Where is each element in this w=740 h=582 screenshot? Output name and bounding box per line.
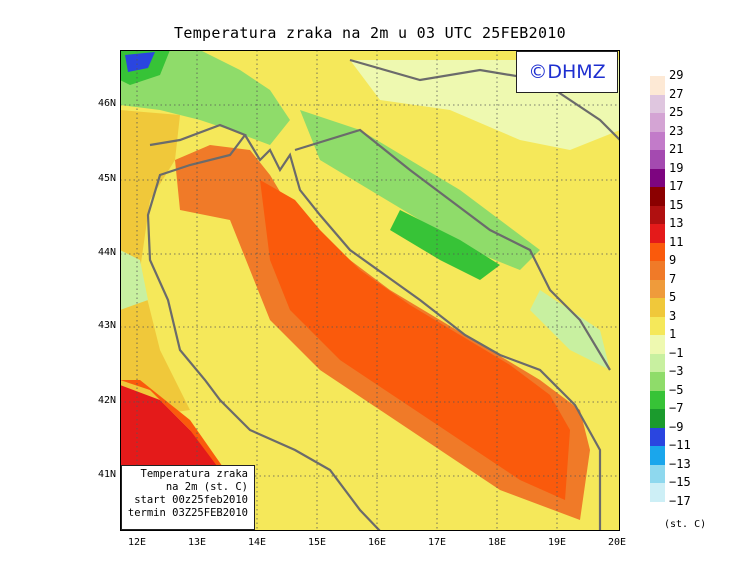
legend-label: 19 [669, 160, 684, 175]
legend-label: 9 [669, 253, 677, 267]
legend-swatch [650, 279, 665, 298]
legend-swatch [650, 261, 665, 280]
legend-label: 17 [669, 179, 684, 193]
legend-swatch [650, 242, 665, 261]
legend-swatch [650, 446, 665, 465]
legend-swatch [650, 390, 665, 409]
legend-swatch [650, 483, 665, 502]
legend-label: 15 [669, 197, 684, 212]
legend-swatch [650, 187, 665, 206]
legend-label: −3 [669, 364, 684, 378]
legend-swatch [650, 150, 665, 169]
y-tick-label: 42N [97, 395, 116, 406]
legend-swatch [650, 335, 665, 354]
y-tick-label: 41N [97, 469, 116, 480]
legend-swatch [650, 168, 665, 187]
dhmz-logo: ©DHMZ [516, 51, 618, 93]
info-line-4: termin 03Z25FEB2010 [127, 507, 248, 519]
legend-label: −13 [669, 456, 691, 471]
legend-label: 23 [669, 123, 684, 138]
legend-label: 11 [669, 234, 684, 249]
legend-label: 1 [669, 327, 677, 341]
legend-swatch [650, 427, 665, 446]
legend-label: 29 [669, 68, 684, 82]
legend-swatch [650, 316, 665, 335]
legend-label: 25 [669, 105, 684, 119]
info-line-1: Temperatura zraka [140, 468, 248, 480]
x-tick-label: 20E [607, 537, 627, 548]
legend-label: −11 [669, 438, 691, 452]
legend-label: −17 [669, 493, 691, 508]
legend-swatch [650, 113, 665, 132]
legend-swatch [650, 76, 665, 95]
info-line-3: start 00z25feb2010 [134, 494, 248, 506]
y-tick-label: 45N [97, 173, 116, 184]
legend-swatch [650, 353, 665, 372]
x-tick-label: 13E [187, 537, 207, 548]
legend-label: 5 [669, 290, 677, 304]
legend-label: −7 [669, 401, 684, 415]
y-tick-label: 43N [97, 320, 116, 331]
legend-label: −1 [669, 345, 684, 360]
legend-swatch [650, 298, 665, 317]
legend-label: 21 [669, 142, 684, 156]
legend-swatch [650, 372, 665, 391]
info-line-2: na 2m (st. C) [165, 481, 248, 493]
legend-swatch [650, 409, 665, 428]
x-tick-label: 15E [307, 537, 327, 548]
legend-swatch [650, 94, 665, 113]
legend-label: 27 [669, 86, 684, 101]
legend-label: −5 [669, 382, 684, 397]
legend-label: 7 [669, 271, 677, 286]
legend-label: −9 [669, 419, 684, 434]
legend-label: 13 [669, 216, 684, 230]
legend-swatch [650, 224, 665, 243]
legend-swatch [650, 131, 665, 150]
x-tick-label: 17E [427, 537, 447, 548]
info-box: Temperatura zraka na 2m (st. C) start 00… [121, 465, 255, 530]
y-tick-label: 46N [97, 98, 116, 109]
x-tick-label: 19E [547, 537, 567, 548]
temperature-map [120, 50, 620, 531]
y-tick-label: 44N [97, 247, 116, 258]
legend-label: −15 [669, 475, 691, 489]
legend-swatch [650, 205, 665, 224]
legend-swatch [650, 464, 665, 483]
legend-unit: (st. C) [664, 519, 707, 530]
legend-label: 3 [669, 308, 677, 323]
map-title: Temperatura zraka na 2m u 03 UTC 25FEB20… [174, 24, 566, 42]
x-tick-label: 18E [487, 537, 507, 548]
x-tick-label: 14E [247, 537, 267, 548]
x-tick-label: 16E [367, 537, 387, 548]
x-tick-label: 12E [127, 537, 147, 548]
